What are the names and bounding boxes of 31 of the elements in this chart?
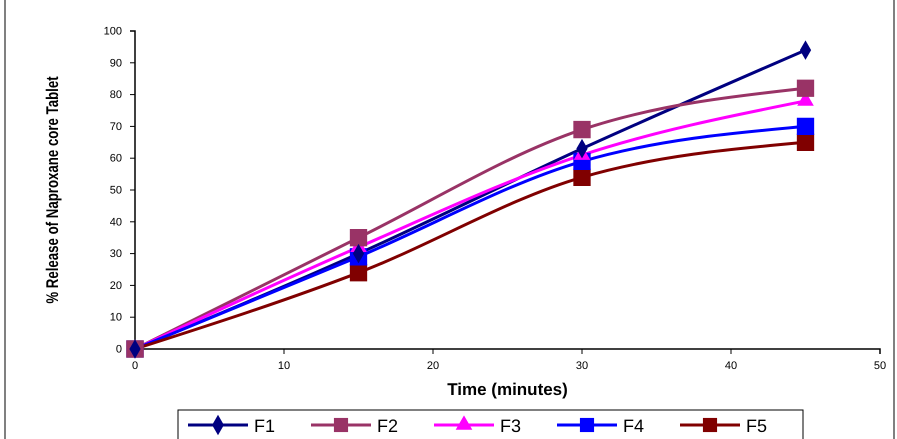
point <box>573 120 591 138</box>
x-tick-label: 10 <box>278 360 290 372</box>
y-tick-label: 20 <box>110 280 122 292</box>
y-tick-label: 100 <box>104 26 122 38</box>
x-tick-label: 50 <box>874 360 886 372</box>
legend-label: F2 <box>377 416 398 436</box>
point <box>796 80 814 97</box>
y-tick-label: 30 <box>110 248 122 260</box>
y-tick-label: 10 <box>110 312 122 324</box>
point <box>350 264 368 282</box>
y-tick-label: 80 <box>110 89 122 102</box>
y-axis-title: % Release of Naproxane core Tablet <box>44 76 62 304</box>
x-tick-label: 30 <box>576 360 588 372</box>
y-tick-label: 50 <box>110 184 122 197</box>
point <box>350 229 368 246</box>
point <box>573 168 591 186</box>
y-tick-label: 0 <box>116 344 122 356</box>
legend-label: F3 <box>500 416 522 436</box>
y-tick-label: 70 <box>110 120 122 133</box>
point <box>796 134 814 151</box>
y-tick-label: 40 <box>110 216 122 228</box>
point <box>796 118 814 136</box>
x-tick-label: 0 <box>132 360 138 372</box>
legend-label: F5 <box>746 416 768 436</box>
legend-label: F1 <box>254 416 276 436</box>
legend-label: F4 <box>623 416 644 436</box>
y-tick-label: 60 <box>110 152 122 165</box>
x-tick-label: 40 <box>724 360 738 372</box>
x-axis-title: Time (minutes) <box>447 380 568 399</box>
x-tick-label: 20 <box>426 360 440 372</box>
y-tick-label: 90 <box>110 57 122 70</box>
